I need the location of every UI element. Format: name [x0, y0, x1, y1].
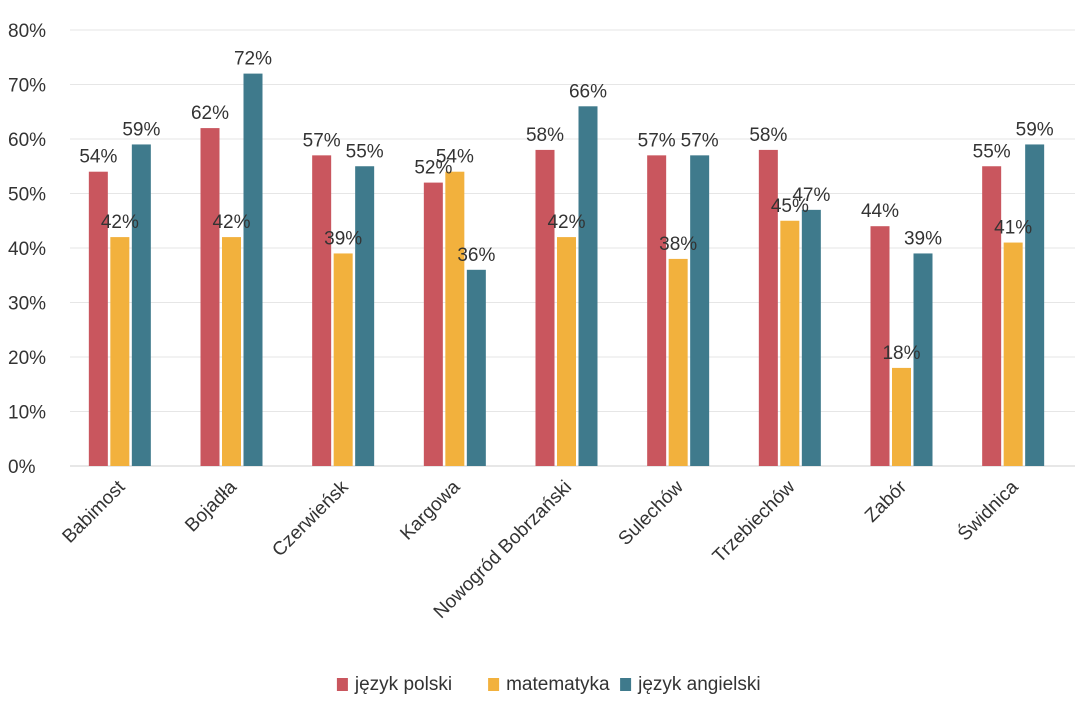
x-tick-label: Babimost	[59, 476, 130, 547]
data-label: 59%	[1016, 119, 1054, 140]
bar	[892, 367, 911, 466]
data-label: 18%	[882, 343, 920, 364]
data-labels: 54%42%59%62%42%72%57%39%55%52%54%36%58%4…	[79, 49, 1053, 364]
data-label: 55%	[346, 141, 384, 162]
bar	[466, 269, 486, 466]
y-tick-label: 60%	[8, 130, 46, 151]
legend-swatch	[488, 678, 500, 691]
x-tick-label: Czerwieńsk	[268, 476, 353, 561]
y-tick-label: 20%	[8, 348, 46, 369]
y-tick-label: 30%	[8, 294, 46, 315]
data-label: 58%	[749, 125, 787, 146]
bar	[88, 171, 108, 466]
bar	[870, 226, 890, 466]
legend: język polski matematyka język angielski	[336, 674, 761, 695]
bar	[423, 182, 443, 466]
data-label: 41%	[994, 218, 1032, 239]
data-label: 54%	[436, 147, 474, 168]
bar	[668, 258, 688, 466]
bar	[355, 166, 375, 466]
y-tick-label: 70%	[8, 76, 46, 97]
data-label: 72%	[234, 49, 272, 70]
bar	[1025, 144, 1045, 466]
legend-swatch	[336, 678, 348, 691]
x-tick-label: Trzebiechów	[709, 476, 800, 567]
y-axis: 0% 10% 20% 30% 40% 50% 60% 70% 80%	[8, 21, 46, 478]
data-label: 52%	[414, 158, 452, 179]
data-label: 36%	[457, 245, 495, 266]
bar	[758, 149, 778, 466]
data-label: 58%	[526, 125, 564, 146]
bar	[200, 128, 220, 466]
data-label: 54%	[79, 147, 117, 168]
bar	[312, 155, 332, 466]
bar	[780, 220, 800, 466]
y-tick-label: 10%	[8, 403, 46, 424]
bar	[690, 155, 710, 466]
bars	[88, 73, 1045, 467]
bar	[110, 237, 130, 466]
data-label: 59%	[122, 119, 160, 140]
data-label: 62%	[191, 103, 229, 124]
y-tick-label: 50%	[8, 185, 46, 206]
bar	[801, 209, 821, 466]
legend-label: język angielski	[637, 674, 761, 695]
data-label: 39%	[904, 228, 942, 249]
x-tick-label: Kargowa	[396, 476, 464, 544]
x-tick-label: Zabór	[861, 476, 911, 526]
bar	[535, 149, 555, 466]
x-axis: Babimost Bojadła Czerwieńsk KargowaNowogród…	[59, 476, 1023, 623]
data-label: 57%	[681, 130, 719, 151]
legend-label: język polski	[354, 674, 452, 695]
data-label: 44%	[861, 201, 899, 222]
data-label: 57%	[303, 130, 341, 151]
bar	[131, 144, 151, 466]
data-label: 66%	[569, 81, 607, 102]
data-label: 47%	[792, 185, 830, 206]
data-label: 38%	[659, 234, 697, 255]
bar	[647, 155, 667, 466]
y-tick-label: 40%	[8, 239, 46, 260]
data-label: 57%	[638, 130, 676, 151]
x-tick-label: Sulechów	[615, 476, 688, 549]
data-label: 45%	[771, 196, 809, 217]
y-tick-label: 0%	[8, 457, 36, 478]
data-label: 42%	[101, 212, 139, 233]
x-tick-label: Świdnica	[953, 476, 1023, 546]
x-tick-label: Bojadła	[181, 476, 241, 536]
legend-label: matematyka	[506, 674, 610, 695]
bar	[913, 253, 933, 466]
data-label: 55%	[973, 141, 1011, 162]
bar	[243, 73, 263, 466]
bar	[222, 237, 241, 466]
bar	[982, 166, 1002, 466]
bar	[1003, 242, 1023, 466]
bar	[445, 171, 465, 466]
bar	[578, 106, 598, 467]
legend-swatch	[620, 678, 632, 691]
data-label: 42%	[212, 212, 250, 233]
bar	[557, 237, 576, 466]
data-label: 39%	[324, 228, 362, 249]
data-label: 42%	[547, 212, 585, 233]
bar	[333, 253, 353, 466]
y-tick-label: 80%	[8, 21, 46, 42]
